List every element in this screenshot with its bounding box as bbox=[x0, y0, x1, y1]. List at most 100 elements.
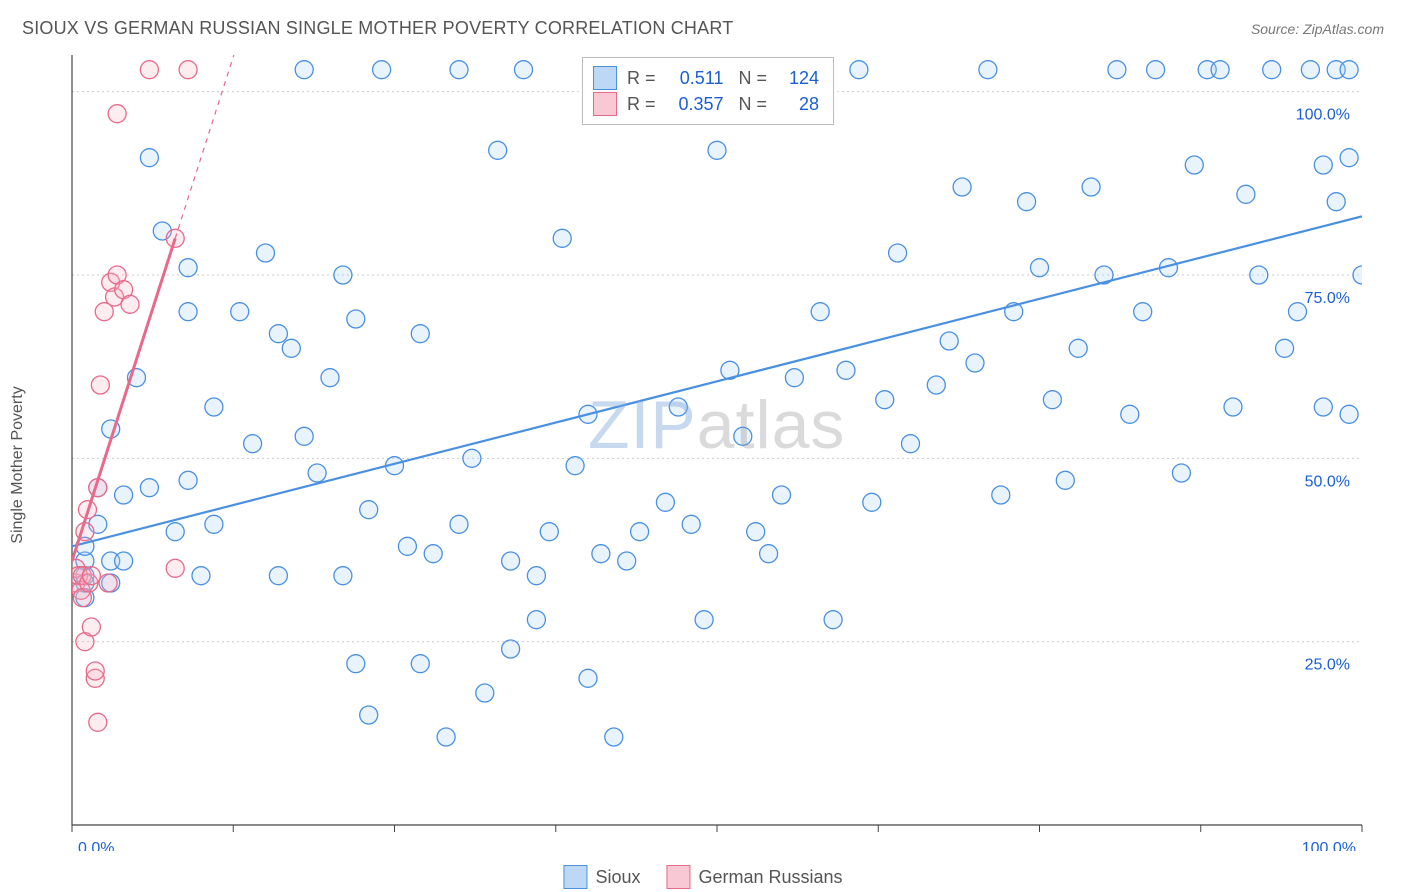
legend-swatch bbox=[563, 865, 587, 889]
data-point bbox=[1340, 61, 1358, 79]
legend-r-value: 0.357 bbox=[666, 94, 724, 115]
bottom-legend-item: Sioux bbox=[563, 865, 640, 889]
data-point bbox=[902, 435, 920, 453]
data-point bbox=[295, 61, 313, 79]
y-tick-label: 50.0% bbox=[1305, 473, 1350, 490]
data-point bbox=[747, 523, 765, 541]
data-point bbox=[927, 376, 945, 394]
data-point bbox=[502, 640, 520, 658]
data-point bbox=[863, 493, 881, 511]
data-point bbox=[656, 493, 674, 511]
data-point bbox=[940, 332, 958, 350]
stats-legend: R = 0.511 N = 124 R = 0.357 N = 28 bbox=[582, 57, 834, 125]
data-point bbox=[1224, 398, 1242, 416]
data-point bbox=[850, 61, 868, 79]
data-point bbox=[121, 295, 139, 313]
legend-series-name: German Russians bbox=[698, 867, 842, 888]
data-point bbox=[837, 361, 855, 379]
data-point bbox=[179, 259, 197, 277]
chart-area: Single Mother Poverty 25.0%50.0%75.0%100… bbox=[22, 45, 1384, 885]
data-point bbox=[1018, 193, 1036, 211]
data-point bbox=[205, 515, 223, 533]
data-point bbox=[1082, 178, 1100, 196]
data-point bbox=[1353, 266, 1371, 284]
data-point bbox=[785, 369, 803, 387]
data-point bbox=[179, 303, 197, 321]
data-point bbox=[682, 515, 700, 533]
data-point bbox=[1301, 61, 1319, 79]
data-point bbox=[166, 523, 184, 541]
data-point bbox=[463, 449, 481, 467]
legend-r-value: 0.511 bbox=[666, 68, 724, 89]
data-point bbox=[321, 369, 339, 387]
data-point bbox=[979, 61, 997, 79]
data-point bbox=[179, 61, 197, 79]
data-point bbox=[489, 141, 507, 159]
data-point bbox=[257, 244, 275, 262]
data-point bbox=[527, 611, 545, 629]
data-point bbox=[82, 618, 100, 636]
data-point bbox=[1314, 156, 1332, 174]
data-point bbox=[334, 567, 352, 585]
data-point bbox=[515, 61, 533, 79]
data-point bbox=[360, 501, 378, 519]
legend-n-value: 28 bbox=[777, 94, 819, 115]
legend-n-label: N = bbox=[734, 94, 768, 115]
data-point bbox=[269, 567, 287, 585]
bottom-legend: Sioux German Russians bbox=[563, 865, 842, 889]
data-point bbox=[966, 354, 984, 372]
data-point bbox=[773, 486, 791, 504]
data-point bbox=[437, 728, 455, 746]
data-point bbox=[140, 149, 158, 167]
data-point bbox=[631, 523, 649, 541]
data-point bbox=[618, 552, 636, 570]
data-point bbox=[1263, 61, 1281, 79]
data-point bbox=[244, 435, 262, 453]
data-point bbox=[1134, 303, 1152, 321]
data-point bbox=[1043, 391, 1061, 409]
legend-swatch bbox=[666, 865, 690, 889]
data-point bbox=[1121, 405, 1139, 423]
data-point bbox=[424, 545, 442, 563]
data-point bbox=[1031, 259, 1049, 277]
data-point bbox=[140, 61, 158, 79]
data-point bbox=[179, 471, 197, 489]
data-point bbox=[695, 611, 713, 629]
data-point bbox=[669, 398, 687, 416]
legend-swatch bbox=[593, 92, 617, 116]
data-point bbox=[282, 339, 300, 357]
data-point bbox=[308, 464, 326, 482]
legend-swatch bbox=[593, 66, 617, 90]
data-point bbox=[347, 310, 365, 328]
y-tick-label: 75.0% bbox=[1305, 290, 1350, 307]
data-point bbox=[540, 523, 558, 541]
data-point bbox=[450, 515, 468, 533]
data-point bbox=[269, 325, 287, 343]
data-point bbox=[115, 486, 133, 504]
data-point bbox=[1211, 61, 1229, 79]
data-point bbox=[889, 244, 907, 262]
bottom-legend-item: German Russians bbox=[666, 865, 842, 889]
data-point bbox=[398, 537, 416, 555]
data-point bbox=[992, 486, 1010, 504]
data-point bbox=[192, 567, 210, 585]
data-point bbox=[86, 662, 104, 680]
data-point bbox=[1276, 339, 1294, 357]
data-point bbox=[824, 611, 842, 629]
data-point bbox=[553, 229, 571, 247]
data-point bbox=[99, 574, 117, 592]
legend-r-label: R = bbox=[627, 94, 656, 115]
data-point bbox=[450, 61, 468, 79]
data-point bbox=[166, 559, 184, 577]
data-point bbox=[734, 427, 752, 445]
data-point bbox=[89, 713, 107, 731]
x-tick-label: 100.0% bbox=[1302, 840, 1356, 851]
y-tick-label: 25.0% bbox=[1305, 657, 1350, 674]
data-point bbox=[411, 655, 429, 673]
stats-legend-row: R = 0.357 N = 28 bbox=[593, 92, 819, 116]
legend-series-name: Sioux bbox=[595, 867, 640, 888]
data-point bbox=[605, 728, 623, 746]
stats-legend-row: R = 0.511 N = 124 bbox=[593, 66, 819, 90]
chart-title: SIOUX VS GERMAN RUSSIAN SINGLE MOTHER PO… bbox=[22, 18, 733, 39]
trend-line bbox=[72, 216, 1362, 546]
